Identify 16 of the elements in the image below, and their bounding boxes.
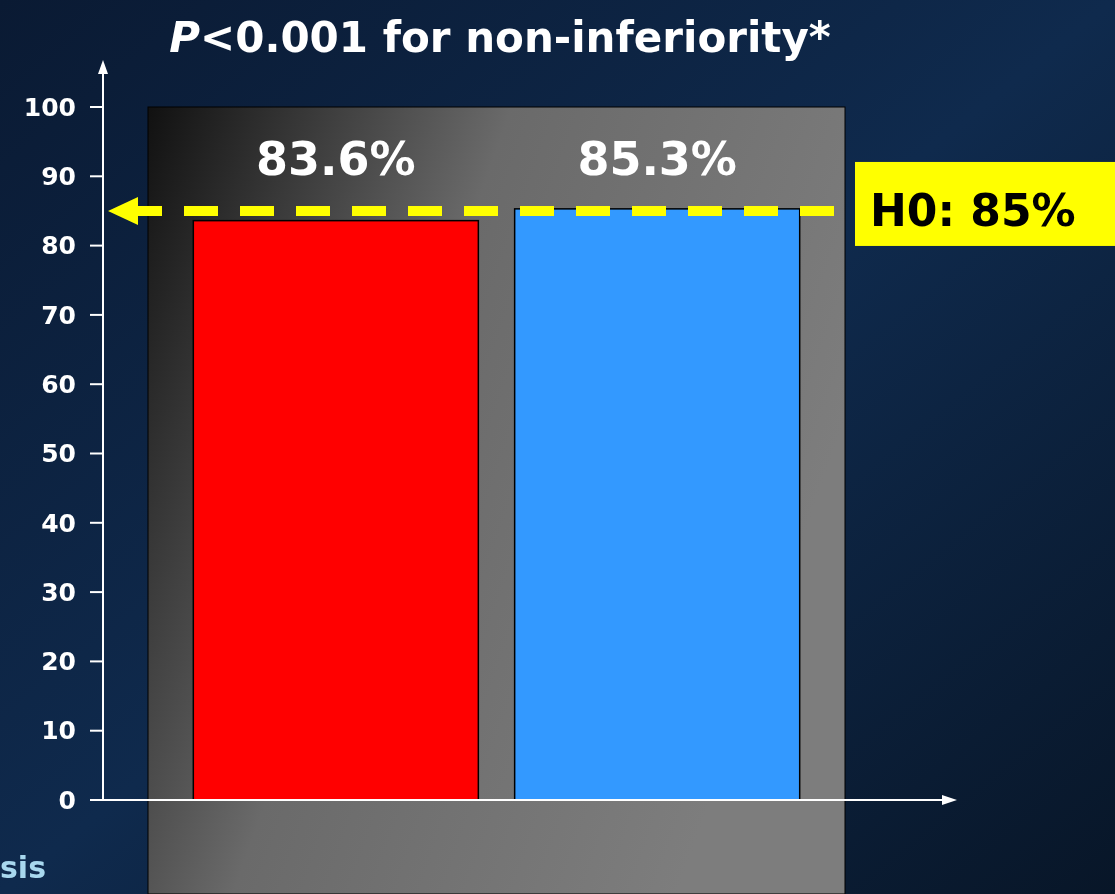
y-tick-label: 90 xyxy=(41,162,76,192)
y-tick-label: 100 xyxy=(23,92,76,122)
ref-line-label: H0: 85% xyxy=(870,185,1076,237)
y-tick-label: 20 xyxy=(41,647,76,677)
data-label: 85.3% xyxy=(577,132,737,186)
y-tick-label: 40 xyxy=(41,508,76,538)
y-tick-label: 0 xyxy=(58,785,76,815)
text: sis xyxy=(0,850,46,885)
chart-title: P<0.001 for non-inferiority* xyxy=(169,13,831,62)
y-tick-label: 50 xyxy=(41,439,76,469)
data-label: 83.6% xyxy=(256,132,416,186)
y-tick-label: 60 xyxy=(41,369,76,399)
y-tick-label: 30 xyxy=(41,577,76,607)
y-tick-label: 80 xyxy=(41,231,76,261)
y-tick-label: 10 xyxy=(41,716,76,746)
y-tick-label: 70 xyxy=(41,300,76,330)
